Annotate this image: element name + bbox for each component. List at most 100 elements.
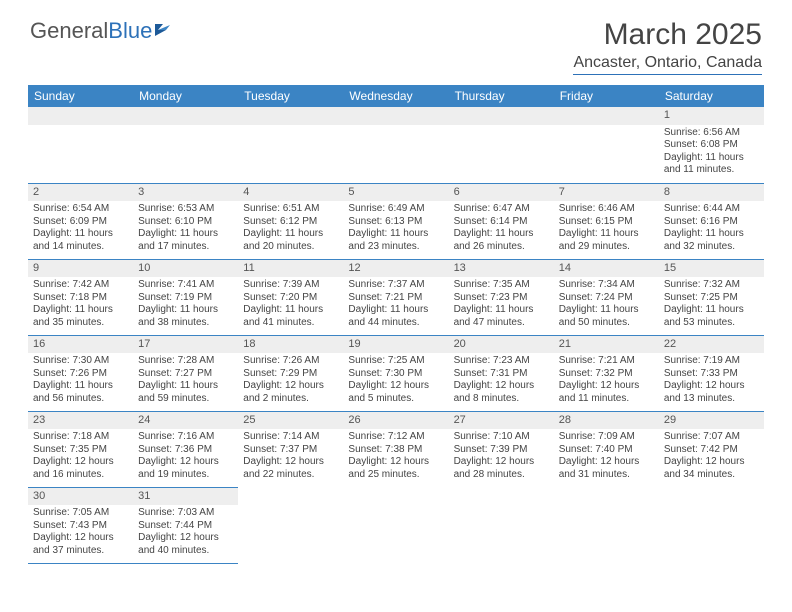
daylight-text: Daylight: 12 hours and 2 minutes. bbox=[243, 380, 338, 405]
logo-text-2: Blue bbox=[108, 18, 152, 44]
calendar-cell: 23Sunrise: 7:18 AMSunset: 7:35 PMDayligh… bbox=[28, 411, 133, 487]
daylight-text: Daylight: 11 hours and 50 minutes. bbox=[559, 304, 654, 329]
sunrise-text: Sunrise: 7:12 AM bbox=[348, 431, 443, 444]
sunset-text: Sunset: 6:08 PM bbox=[664, 139, 759, 152]
daylight-text: Daylight: 11 hours and 35 minutes. bbox=[33, 304, 128, 329]
calendar-cell bbox=[554, 487, 659, 563]
day-details: Sunrise: 7:10 AMSunset: 7:39 PMDaylight:… bbox=[449, 429, 554, 484]
sunset-text: Sunset: 6:10 PM bbox=[138, 216, 233, 229]
calendar-cell: 11Sunrise: 7:39 AMSunset: 7:20 PMDayligh… bbox=[238, 259, 343, 335]
calendar-cell bbox=[343, 107, 448, 183]
calendar-cell: 29Sunrise: 7:07 AMSunset: 7:42 PMDayligh… bbox=[659, 411, 764, 487]
day-details: Sunrise: 7:28 AMSunset: 7:27 PMDaylight:… bbox=[133, 353, 238, 408]
day-number: 15 bbox=[659, 260, 764, 278]
day-number: 25 bbox=[238, 412, 343, 430]
sunrise-text: Sunrise: 7:07 AM bbox=[664, 431, 759, 444]
calendar-row: 16Sunrise: 7:30 AMSunset: 7:26 PMDayligh… bbox=[28, 335, 764, 411]
sunrise-text: Sunrise: 7:25 AM bbox=[348, 355, 443, 368]
calendar-row: 9Sunrise: 7:42 AMSunset: 7:18 PMDaylight… bbox=[28, 259, 764, 335]
month-title: March 2025 bbox=[573, 18, 762, 52]
day-details: Sunrise: 7:18 AMSunset: 7:35 PMDaylight:… bbox=[28, 429, 133, 484]
calendar-cell: 25Sunrise: 7:14 AMSunset: 7:37 PMDayligh… bbox=[238, 411, 343, 487]
daylight-text: Daylight: 11 hours and 38 minutes. bbox=[138, 304, 233, 329]
day-number bbox=[238, 487, 343, 505]
day-number: 22 bbox=[659, 336, 764, 354]
day-details: Sunrise: 7:34 AMSunset: 7:24 PMDaylight:… bbox=[554, 277, 659, 332]
calendar-cell: 18Sunrise: 7:26 AMSunset: 7:29 PMDayligh… bbox=[238, 335, 343, 411]
calendar-cell: 19Sunrise: 7:25 AMSunset: 7:30 PMDayligh… bbox=[343, 335, 448, 411]
day-number: 18 bbox=[238, 336, 343, 354]
day-number bbox=[343, 107, 448, 125]
sunrise-text: Sunrise: 7:03 AM bbox=[138, 507, 233, 520]
sunrise-text: Sunrise: 7:34 AM bbox=[559, 279, 654, 292]
day-number: 9 bbox=[28, 260, 133, 278]
sunset-text: Sunset: 7:33 PM bbox=[664, 368, 759, 381]
sunset-text: Sunset: 7:42 PM bbox=[664, 444, 759, 457]
day-details: Sunrise: 7:14 AMSunset: 7:37 PMDaylight:… bbox=[238, 429, 343, 484]
daylight-text: Daylight: 12 hours and 40 minutes. bbox=[138, 532, 233, 557]
day-details: Sunrise: 7:26 AMSunset: 7:29 PMDaylight:… bbox=[238, 353, 343, 408]
calendar-cell: 31Sunrise: 7:03 AMSunset: 7:44 PMDayligh… bbox=[133, 487, 238, 563]
sunset-text: Sunset: 7:25 PM bbox=[664, 292, 759, 305]
sunset-text: Sunset: 7:36 PM bbox=[138, 444, 233, 457]
daylight-text: Daylight: 12 hours and 28 minutes. bbox=[454, 456, 549, 481]
sunset-text: Sunset: 7:35 PM bbox=[33, 444, 128, 457]
calendar-cell bbox=[449, 487, 554, 563]
calendar-cell: 27Sunrise: 7:10 AMSunset: 7:39 PMDayligh… bbox=[449, 411, 554, 487]
calendar-cell bbox=[28, 107, 133, 183]
day-details: Sunrise: 6:44 AMSunset: 6:16 PMDaylight:… bbox=[659, 201, 764, 256]
weekday-header-row: Sunday Monday Tuesday Wednesday Thursday… bbox=[28, 85, 764, 107]
sunrise-text: Sunrise: 7:32 AM bbox=[664, 279, 759, 292]
sunrise-text: Sunrise: 6:49 AM bbox=[348, 203, 443, 216]
sunset-text: Sunset: 7:18 PM bbox=[33, 292, 128, 305]
weekday-header: Friday bbox=[554, 85, 659, 107]
sunrise-text: Sunrise: 7:18 AM bbox=[33, 431, 128, 444]
day-details: Sunrise: 7:37 AMSunset: 7:21 PMDaylight:… bbox=[343, 277, 448, 332]
day-number: 8 bbox=[659, 184, 764, 202]
calendar-cell: 2Sunrise: 6:54 AMSunset: 6:09 PMDaylight… bbox=[28, 183, 133, 259]
day-details: Sunrise: 6:51 AMSunset: 6:12 PMDaylight:… bbox=[238, 201, 343, 256]
day-number: 31 bbox=[133, 488, 238, 506]
calendar-cell: 3Sunrise: 6:53 AMSunset: 6:10 PMDaylight… bbox=[133, 183, 238, 259]
daylight-text: Daylight: 12 hours and 31 minutes. bbox=[559, 456, 654, 481]
sunrise-text: Sunrise: 7:39 AM bbox=[243, 279, 338, 292]
day-number: 19 bbox=[343, 336, 448, 354]
sunset-text: Sunset: 7:44 PM bbox=[138, 520, 233, 533]
daylight-text: Daylight: 11 hours and 20 minutes. bbox=[243, 228, 338, 253]
calendar-cell: 30Sunrise: 7:05 AMSunset: 7:43 PMDayligh… bbox=[28, 487, 133, 563]
daylight-text: Daylight: 11 hours and 59 minutes. bbox=[138, 380, 233, 405]
sunset-text: Sunset: 7:30 PM bbox=[348, 368, 443, 381]
daylight-text: Daylight: 12 hours and 25 minutes. bbox=[348, 456, 443, 481]
day-number: 23 bbox=[28, 412, 133, 430]
sunrise-text: Sunrise: 7:05 AM bbox=[33, 507, 128, 520]
sunset-text: Sunset: 7:32 PM bbox=[559, 368, 654, 381]
weekday-header: Sunday bbox=[28, 85, 133, 107]
day-number: 30 bbox=[28, 488, 133, 506]
day-number: 28 bbox=[554, 412, 659, 430]
sunrise-text: Sunrise: 7:30 AM bbox=[33, 355, 128, 368]
sunrise-text: Sunrise: 7:35 AM bbox=[454, 279, 549, 292]
daylight-text: Daylight: 11 hours and 53 minutes. bbox=[664, 304, 759, 329]
day-details: Sunrise: 7:25 AMSunset: 7:30 PMDaylight:… bbox=[343, 353, 448, 408]
calendar-cell: 5Sunrise: 6:49 AMSunset: 6:13 PMDaylight… bbox=[343, 183, 448, 259]
day-number bbox=[554, 107, 659, 125]
daylight-text: Daylight: 11 hours and 47 minutes. bbox=[454, 304, 549, 329]
calendar-row: 1Sunrise: 6:56 AMSunset: 6:08 PMDaylight… bbox=[28, 107, 764, 183]
daylight-text: Daylight: 12 hours and 37 minutes. bbox=[33, 532, 128, 557]
day-number: 14 bbox=[554, 260, 659, 278]
day-details: Sunrise: 6:56 AMSunset: 6:08 PMDaylight:… bbox=[659, 125, 764, 180]
daylight-text: Daylight: 11 hours and 56 minutes. bbox=[33, 380, 128, 405]
day-details: Sunrise: 6:47 AMSunset: 6:14 PMDaylight:… bbox=[449, 201, 554, 256]
calendar-cell: 22Sunrise: 7:19 AMSunset: 7:33 PMDayligh… bbox=[659, 335, 764, 411]
calendar-cell: 14Sunrise: 7:34 AMSunset: 7:24 PMDayligh… bbox=[554, 259, 659, 335]
sunrise-text: Sunrise: 7:41 AM bbox=[138, 279, 233, 292]
sunset-text: Sunset: 7:43 PM bbox=[33, 520, 128, 533]
sunset-text: Sunset: 7:40 PM bbox=[559, 444, 654, 457]
calendar-cell: 12Sunrise: 7:37 AMSunset: 7:21 PMDayligh… bbox=[343, 259, 448, 335]
daylight-text: Daylight: 11 hours and 26 minutes. bbox=[454, 228, 549, 253]
sunrise-text: Sunrise: 6:56 AM bbox=[664, 127, 759, 140]
day-number: 7 bbox=[554, 184, 659, 202]
daylight-text: Daylight: 11 hours and 17 minutes. bbox=[138, 228, 233, 253]
location-text: Ancaster, Ontario, Canada bbox=[573, 54, 762, 71]
day-details: Sunrise: 7:23 AMSunset: 7:31 PMDaylight:… bbox=[449, 353, 554, 408]
